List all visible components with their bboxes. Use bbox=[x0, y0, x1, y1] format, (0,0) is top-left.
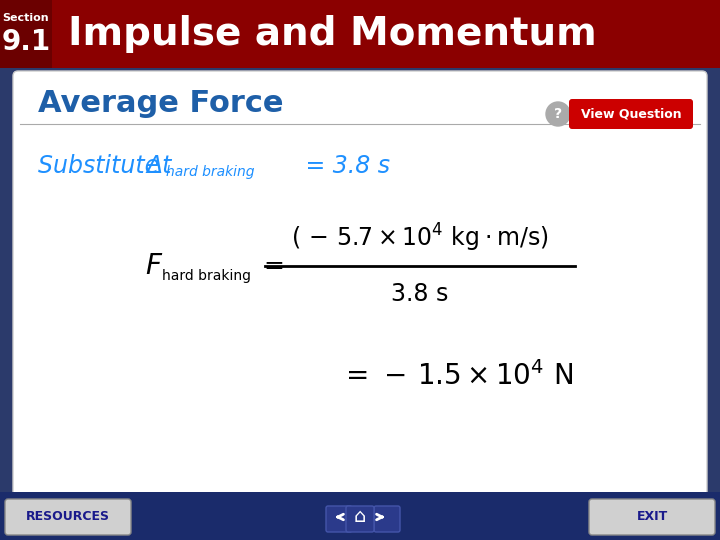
Text: $\mathit{F}$: $\mathit{F}$ bbox=[145, 252, 163, 280]
Text: RESOURCES: RESOURCES bbox=[26, 510, 110, 523]
Text: EXIT: EXIT bbox=[636, 510, 667, 523]
Text: hard braking: hard braking bbox=[162, 269, 251, 283]
FancyBboxPatch shape bbox=[569, 99, 693, 129]
Text: 9.1: 9.1 bbox=[1, 28, 50, 56]
Text: Substitute: Substitute bbox=[38, 154, 166, 178]
FancyBboxPatch shape bbox=[0, 492, 720, 540]
Text: Average Force: Average Force bbox=[38, 90, 284, 118]
FancyBboxPatch shape bbox=[326, 506, 352, 532]
Text: ?: ? bbox=[554, 107, 562, 121]
FancyBboxPatch shape bbox=[13, 71, 707, 497]
FancyBboxPatch shape bbox=[589, 499, 715, 535]
Text: View Question: View Question bbox=[581, 107, 681, 120]
Text: ⌂: ⌂ bbox=[354, 508, 366, 526]
FancyBboxPatch shape bbox=[0, 0, 720, 68]
Text: =: = bbox=[263, 254, 284, 278]
Text: hard braking: hard braking bbox=[166, 165, 254, 179]
Text: $(\,-\,5.7\times10^{4}\ \mathregular{kg\cdot m/s})$: $(\,-\,5.7\times10^{4}\ \mathregular{kg\… bbox=[291, 222, 549, 254]
Text: = 3.8 s: = 3.8 s bbox=[298, 154, 390, 178]
FancyBboxPatch shape bbox=[0, 0, 52, 68]
Text: Impulse and Momentum: Impulse and Momentum bbox=[68, 15, 597, 53]
Text: Δt: Δt bbox=[146, 154, 171, 178]
Circle shape bbox=[546, 102, 570, 126]
Text: 3.8 s: 3.8 s bbox=[391, 282, 449, 306]
FancyBboxPatch shape bbox=[374, 506, 400, 532]
FancyBboxPatch shape bbox=[5, 499, 131, 535]
FancyBboxPatch shape bbox=[346, 506, 374, 532]
Text: Section: Section bbox=[3, 13, 49, 23]
Text: $=\,-\,1.5\times10^{4}\ \mathregular{N}$: $=\,-\,1.5\times10^{4}\ \mathregular{N}$ bbox=[340, 361, 573, 391]
